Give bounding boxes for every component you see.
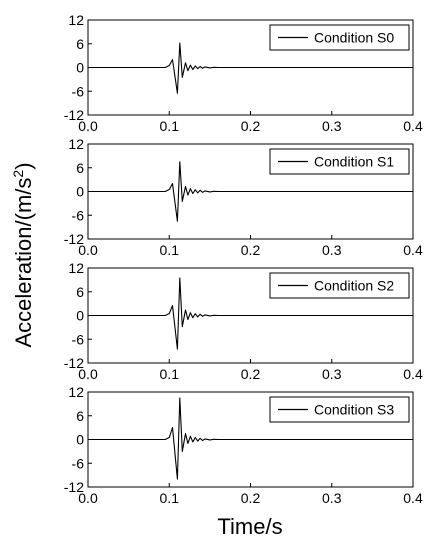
x-tick-label: 0.3 — [322, 242, 342, 258]
x-tick-label: 0.1 — [160, 366, 180, 382]
x-tick-label: 0.4 — [403, 366, 423, 382]
y-axis-title: Acceleration/(m/s2) — [10, 162, 36, 347]
y-tick-label: 12 — [68, 12, 84, 28]
y-tick-label: -6 — [72, 207, 85, 223]
y-tick-label: 12 — [68, 136, 84, 152]
legend-label: Condition S3 — [314, 402, 394, 418]
y-axis-title-main: Acceleration/(m/s — [11, 178, 36, 348]
y-tick-label: -12 — [64, 355, 84, 371]
x-tick-label: 0.0 — [78, 490, 98, 506]
x-tick-label: 0.2 — [241, 118, 261, 134]
y-axis-title-close: ) — [11, 162, 36, 169]
y-tick-label: 0 — [76, 60, 84, 76]
x-tick-label: 0.2 — [241, 490, 261, 506]
x-tick-label: 0.2 — [241, 242, 261, 258]
x-tick-label: 0.0 — [78, 118, 98, 134]
y-tick-label: -6 — [72, 83, 85, 99]
panel-0: 12 6 0 -6 -120.0 0.1 0.2 0.3 0.4 Condition S0 — [64, 12, 423, 134]
x-tick-label: 0.2 — [241, 366, 261, 382]
x-tick-label: 0.4 — [403, 490, 423, 506]
panel-3: 12 6 0 -6 -120.0 0.1 0.2 0.3 0.4 Condition S3 — [64, 384, 423, 506]
x-tick-label: 0.0 — [78, 242, 98, 258]
y-tick-label: 0 — [76, 308, 84, 324]
y-tick-label: -6 — [72, 331, 85, 347]
y-tick-label: -6 — [72, 455, 85, 471]
y-tick-label: 12 — [68, 260, 84, 276]
x-tick-label: 0.3 — [322, 490, 342, 506]
series-line — [88, 277, 413, 350]
y-tick-label: 12 — [68, 384, 84, 400]
y-tick-label: -12 — [64, 231, 84, 247]
y-tick-label: 6 — [76, 284, 84, 300]
x-tick-label: 0.4 — [403, 242, 423, 258]
y-tick-label: 6 — [76, 36, 84, 52]
y-tick-label: 0 — [76, 184, 84, 200]
x-tick-label: 0.1 — [160, 118, 180, 134]
y-tick-label: 6 — [76, 160, 84, 176]
y-tick-label: 6 — [76, 408, 84, 424]
x-axis-title: Time/s — [217, 514, 282, 539]
series-line — [88, 42, 413, 94]
panel-2: 12 6 0 -6 -120.0 0.1 0.2 0.3 0.4 Condition S2 — [64, 260, 423, 382]
y-tick-label: 0 — [76, 432, 84, 448]
series-line — [88, 397, 413, 480]
legend-label: Condition S0 — [314, 30, 394, 46]
series-line — [88, 161, 413, 222]
x-tick-label: 0.1 — [160, 242, 180, 258]
x-tick-label: 0.3 — [322, 366, 342, 382]
panel-1: 12 6 0 -6 -120.0 0.1 0.2 0.3 0.4 Condition S1 — [64, 136, 423, 258]
x-tick-label: 0.0 — [78, 366, 98, 382]
legend-label: Condition S2 — [314, 278, 394, 294]
y-tick-label: -12 — [64, 107, 84, 123]
x-tick-label: 0.1 — [160, 490, 180, 506]
y-tick-label: -12 — [64, 479, 84, 495]
legend-label: Condition S1 — [314, 154, 394, 170]
y-axis-title-superscript: 2 — [10, 170, 26, 178]
x-tick-label: 0.3 — [322, 118, 342, 134]
x-tick-label: 0.4 — [403, 118, 423, 134]
